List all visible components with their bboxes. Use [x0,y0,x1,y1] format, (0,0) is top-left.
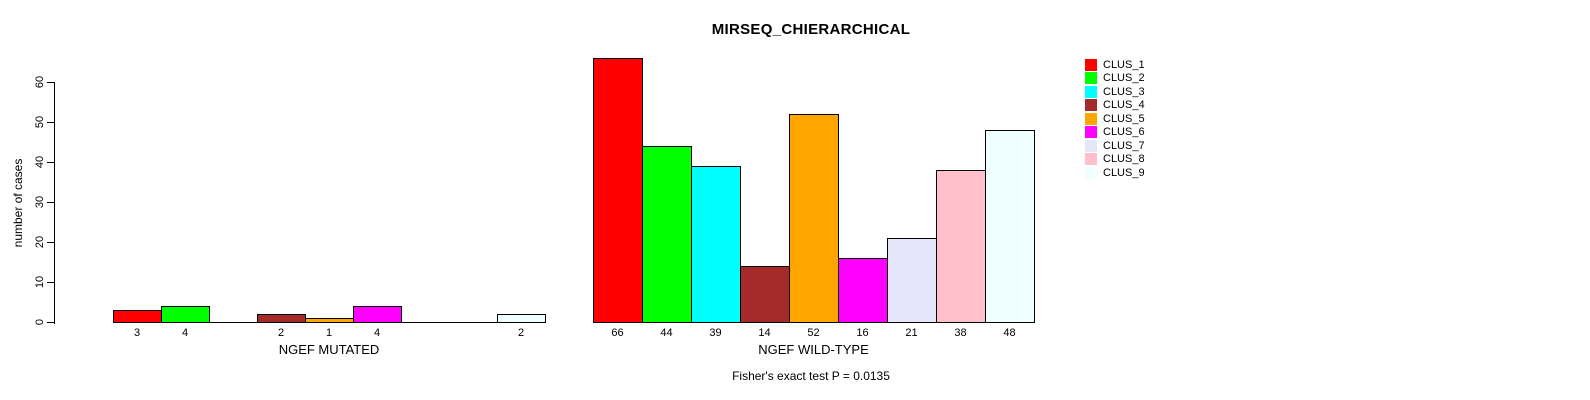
legend-label: CLUS_5 [1103,112,1145,125]
bar-value-label: 4 [181,327,189,339]
group-label: NGEF WILD-TYPE [758,342,869,357]
legend-swatch [1085,99,1097,112]
bar-value-label: 38 [954,327,967,339]
legend-item-clus_4: CLUS_4 [1085,99,1145,113]
legend-swatch [1085,139,1097,152]
bar-value-label: 52 [807,327,820,339]
legend-item-clus_7: CLUS_7 [1085,139,1145,153]
y-axis-tick-label: 40 [34,155,46,169]
group-label: NGEF MUTATED [278,342,380,357]
y-axis-tick-label: 30 [34,195,46,209]
zero-bar-clus_7 [401,322,450,323]
y-axis-tick [47,82,55,83]
legend-label: CLUS_3 [1103,85,1145,98]
bar-value-label: 21 [905,327,918,339]
legend-label: CLUS_1 [1103,58,1145,71]
legend-item-clus_6: CLUS_6 [1085,126,1145,140]
y-axis-tick [47,202,55,203]
legend: CLUS_1 CLUS_2 CLUS_3 CLUS_4 CLUS_5 CLUS_6 CLUS… [1085,58,1145,180]
legend-label: CLUS_8 [1103,153,1145,166]
y-axis-tick [47,122,55,123]
bar-clus_1 [113,310,162,323]
bar-clus_6 [353,306,402,323]
legend-item-clus_1: CLUS_1 [1085,58,1145,72]
bar-clus_5 [789,114,839,323]
legend-swatch [1085,112,1097,125]
y-axis-tick-label: 50 [34,115,46,129]
zero-bar-clus_8 [449,322,498,323]
bar-clus_8 [936,170,986,323]
legend-swatch [1085,166,1097,179]
bar-clus_4 [740,266,790,323]
bar-clus_5 [305,318,354,323]
bar-clus_3 [691,166,741,323]
y-axis-tick-label: 10 [34,275,46,289]
bar-clus_9 [985,130,1035,323]
legend-item-clus_3: CLUS_3 [1085,85,1145,99]
legend-swatch [1085,58,1097,71]
legend-swatch [1085,72,1097,85]
bar-value-label: 4 [373,327,381,339]
legend-item-clus_2: CLUS_2 [1085,72,1145,86]
legend-item-clus_9: CLUS_9 [1085,166,1145,180]
legend-swatch [1085,85,1097,98]
legend-label: CLUS_7 [1103,139,1145,152]
bar-clus_9 [497,314,546,323]
bar-clus_6 [838,258,888,323]
chart-title: MIRSEQ_CHIERARCHICAL [711,21,911,38]
legend-label: CLUS_6 [1103,126,1145,139]
y-axis-tick-label: 0 [34,318,46,326]
bar-clus_1 [593,58,643,323]
legend-swatch [1085,153,1097,166]
y-axis-tick [47,242,55,243]
bar-value-label: 16 [856,327,869,339]
bar-value-label: 44 [660,327,673,339]
legend-label: CLUS_4 [1103,99,1145,112]
bar-value-label: 1 [325,327,333,339]
bar-value-label: 2 [517,327,525,339]
y-axis-tick [47,322,55,323]
y-axis-label: number of cases [11,158,25,248]
legend-swatch [1085,126,1097,139]
bar-clus_2 [642,146,692,323]
bar-value-label: 39 [709,327,722,339]
bar-clus_2 [161,306,210,323]
legend-label: CLUS_2 [1103,72,1145,85]
bar-value-label: 2 [277,327,285,339]
y-axis-tick-label: 20 [34,235,46,249]
legend-label: CLUS_9 [1103,166,1145,179]
y-axis [54,83,55,324]
legend-item-clus_5: CLUS_5 [1085,112,1145,126]
y-axis-tick [47,282,55,283]
bar-value-label: 66 [611,327,624,339]
fisher-test-annotation: Fisher's exact test P = 0.0135 [732,369,890,383]
y-axis-tick-label: 60 [34,75,46,89]
bar-value-label: 48 [1003,327,1016,339]
legend-item-clus_8: CLUS_8 [1085,153,1145,167]
bar-clus_7 [887,238,937,323]
y-axis-tick [47,162,55,163]
zero-bar-clus_3 [209,322,258,323]
bar-value-label: 14 [758,327,771,339]
bar-value-label: 3 [133,327,141,339]
bar-clus_4 [257,314,306,323]
